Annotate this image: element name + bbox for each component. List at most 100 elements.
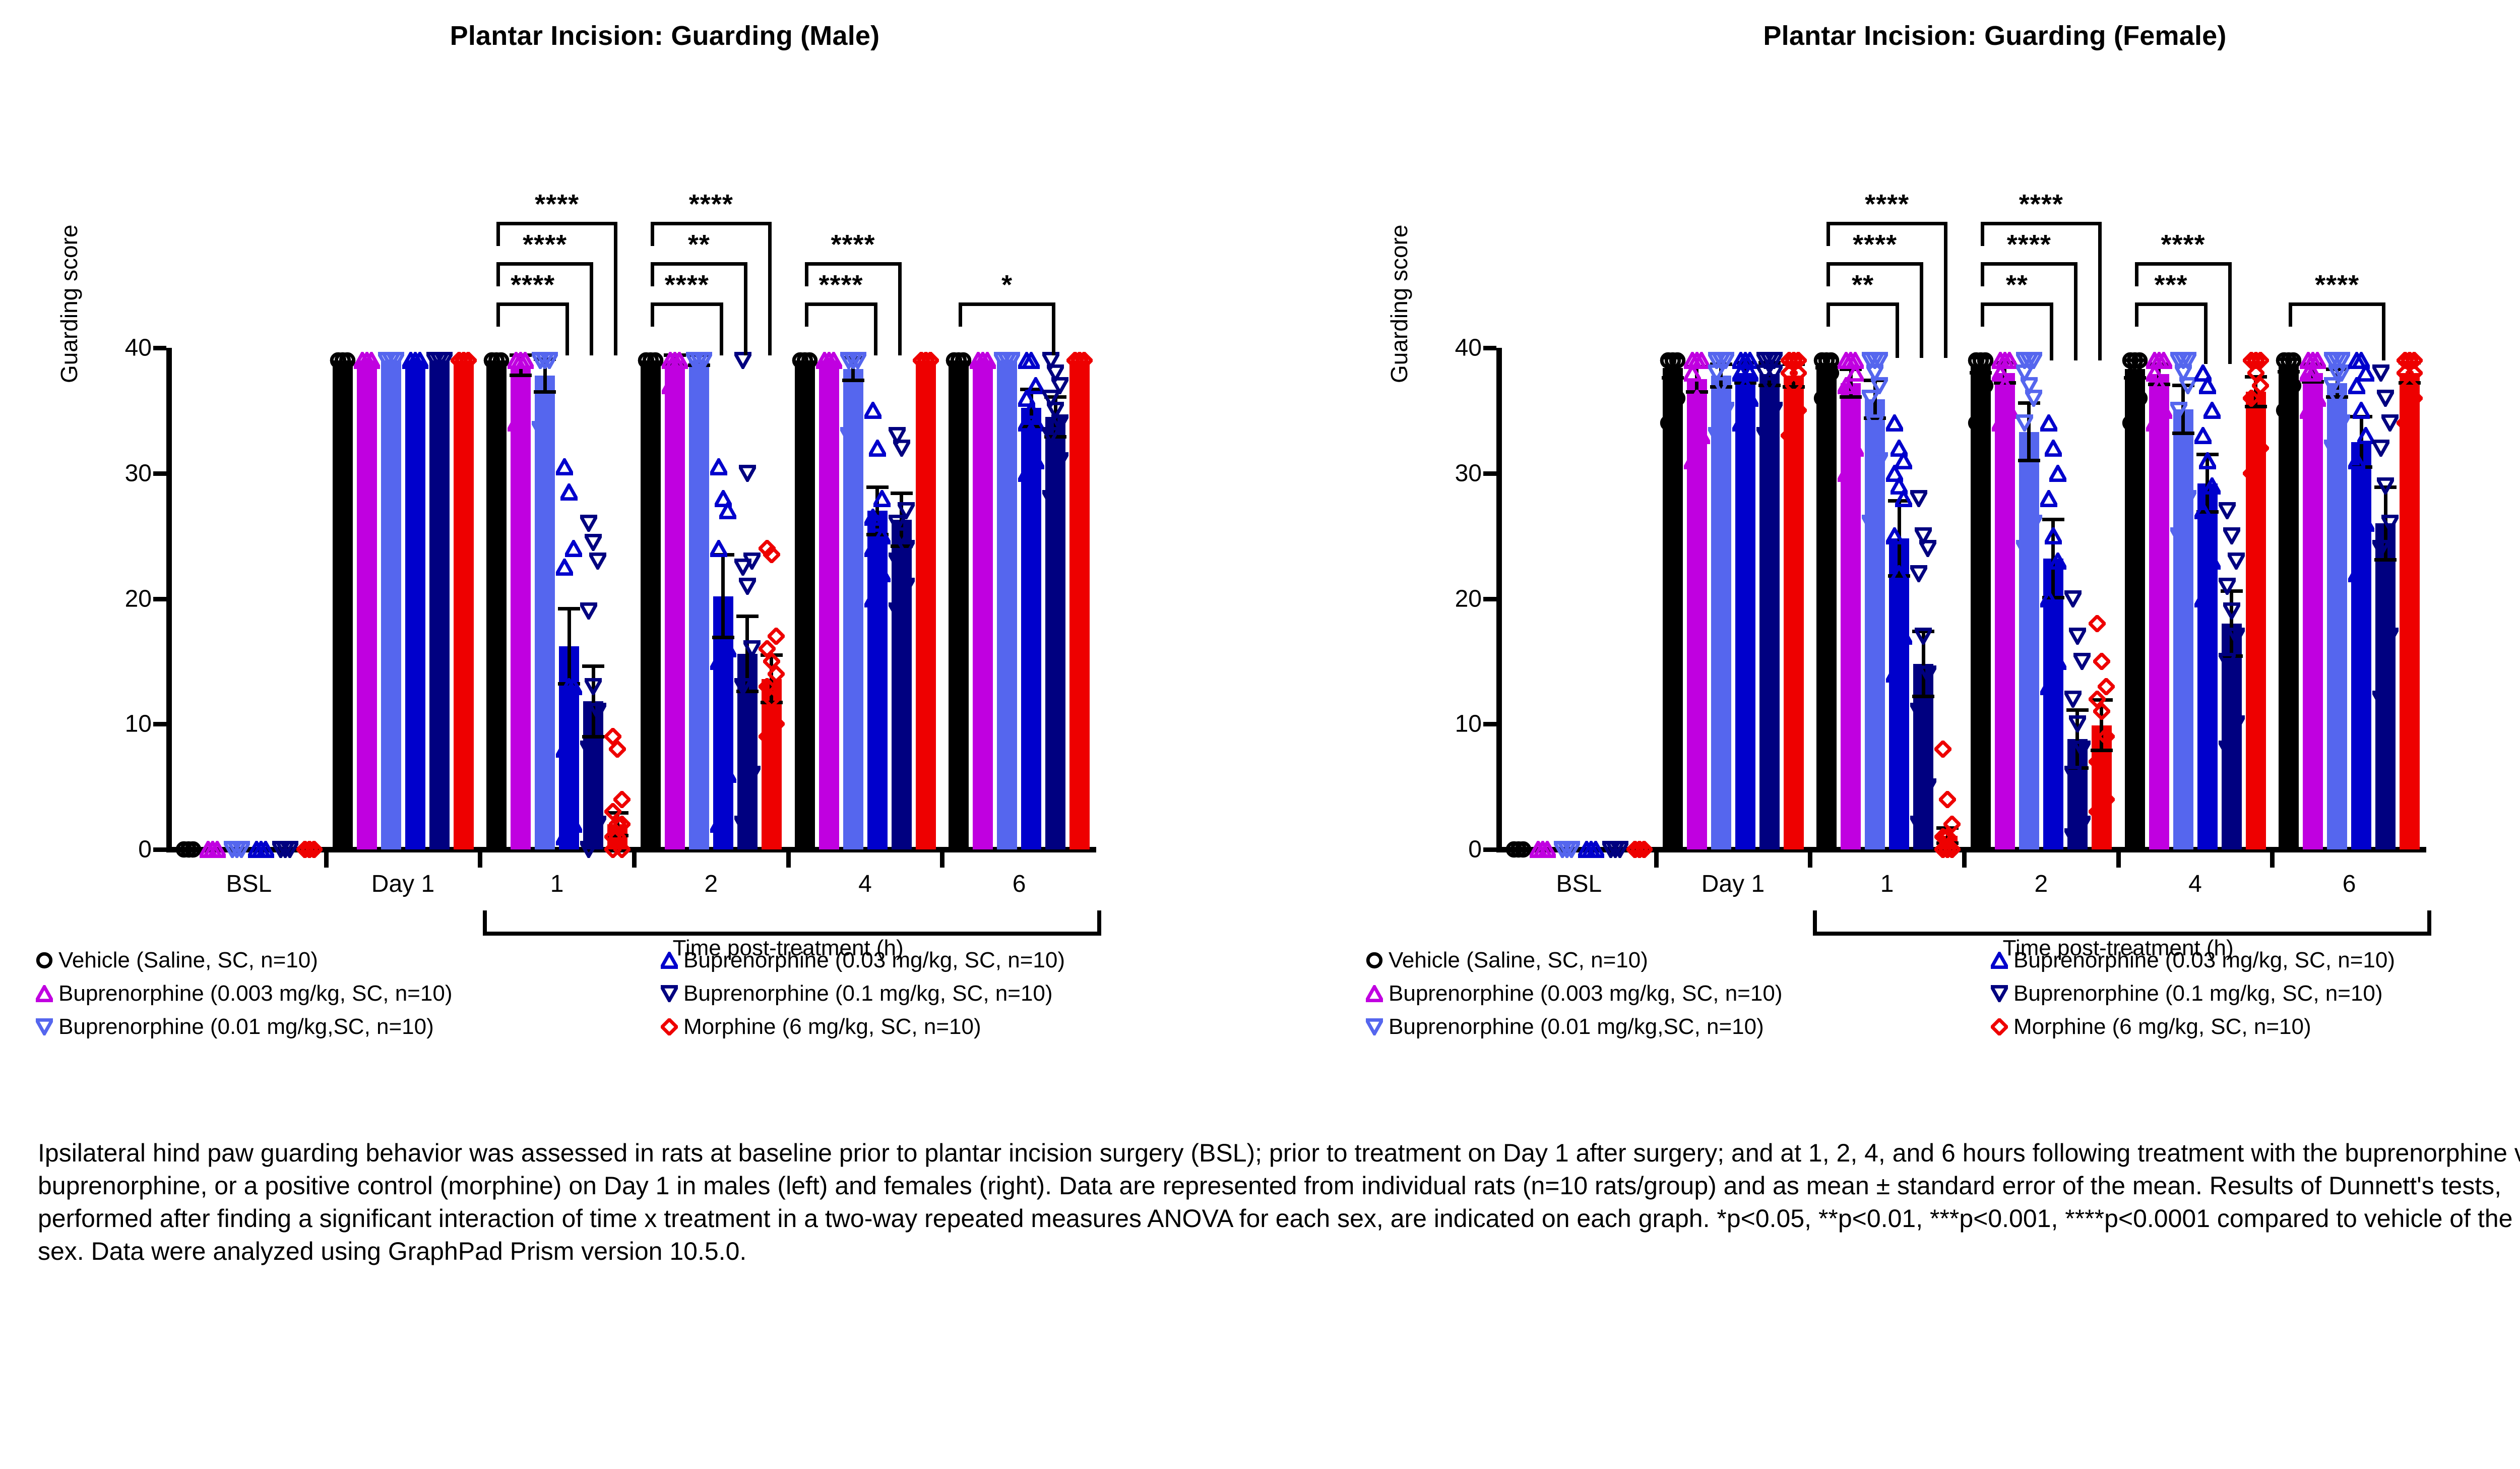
legend-item[interactable]: Buprenorphine (0.1 mg/kg, SC, n=10) — [1985, 981, 2520, 1006]
data-point — [1888, 438, 1910, 459]
data-point — [2071, 816, 2093, 835]
significance-stars: ** — [1852, 270, 1874, 300]
data-point — [1706, 364, 1727, 384]
bar — [453, 360, 474, 849]
data-point — [862, 538, 884, 560]
data-point — [2148, 375, 2170, 397]
bar — [1662, 368, 1683, 849]
data-point — [1893, 487, 1915, 510]
y-axis-tick — [1483, 346, 1496, 350]
y-axis-tick-label: 30 — [124, 460, 152, 487]
chart-panel-male: Plantar Incision: Guarding (Male) Guardi… — [0, 0, 1330, 1129]
significance-stars: **** — [2315, 270, 2360, 300]
data-point — [2168, 351, 2189, 372]
triangle-down-icon — [30, 1018, 58, 1035]
significance-bracket-right-tick — [1944, 222, 1948, 358]
legend-item[interactable]: Buprenorphine (0.01 mg/kg,SC, n=10) — [1360, 1014, 1985, 1039]
error-bar — [567, 608, 571, 684]
time-axis-bracket — [483, 910, 1101, 936]
legend-item[interactable]: Buprenorphine (0.003 mg/kg, SC, n=10) — [30, 981, 655, 1006]
significance-stars: **** — [1865, 189, 1910, 219]
error-bar — [2051, 519, 2055, 597]
data-point — [2047, 651, 2068, 672]
legend-item[interactable]: Vehicle (Saline, SC, n=10) — [1360, 948, 1985, 973]
data-point — [895, 540, 917, 560]
significance-bracket-right-tick — [565, 302, 570, 355]
data-point — [2370, 440, 2392, 459]
legend-item[interactable]: Morphine (6 mg/kg, SC, n=10) — [1985, 1014, 2520, 1039]
data-point — [1021, 425, 1042, 447]
data-point — [2196, 525, 2218, 547]
triangle-up-icon — [30, 985, 58, 1002]
data-point — [1069, 350, 1090, 372]
legend-item[interactable]: Buprenorphine (0.01 mg/kg,SC, n=10) — [30, 1014, 655, 1039]
legend-item[interactable]: Buprenorphine (0.03 mg/kg, SC, n=10) — [655, 948, 1280, 973]
time-axis-label: Time post-treatment (h) — [672, 936, 904, 960]
data-point — [1860, 351, 1881, 372]
y-axis-tick-label: 40 — [124, 334, 152, 361]
data-point — [732, 351, 753, 372]
error-bar-cap — [1993, 381, 2016, 385]
data-point — [1040, 427, 1062, 447]
data-point — [895, 577, 917, 597]
x-axis-tick-label: 2 — [2034, 871, 2048, 897]
significance-bracket-left-tick — [496, 262, 500, 286]
data-point — [554, 456, 576, 478]
significance-stars: **** — [2019, 189, 2063, 219]
x-axis-tick — [1808, 852, 1813, 868]
bar — [997, 360, 1018, 849]
error-bar-cap — [1864, 416, 1886, 420]
significance-bracket-left-tick — [650, 302, 654, 327]
legend-label: Buprenorphine (0.01 mg/kg,SC, n=10) — [58, 1014, 434, 1039]
data-point — [712, 676, 734, 698]
error-bar-cap — [842, 379, 864, 383]
legend-label: Vehicle (Saline, SC, n=10) — [1389, 948, 1648, 972]
data-point — [2018, 377, 2040, 397]
legend-item[interactable]: Buprenorphine (0.03 mg/kg, SC, n=10) — [1985, 948, 2520, 973]
data-point — [1840, 412, 1862, 434]
y-axis-tick-label: 20 — [1455, 585, 1482, 612]
bar — [1783, 375, 1804, 849]
data-point — [1908, 816, 1930, 835]
data-point — [578, 515, 600, 534]
legend-item[interactable]: Morphine (6 mg/kg, SC, n=10) — [655, 1014, 1280, 1039]
data-point — [866, 438, 888, 459]
y-axis-tick — [1483, 471, 1496, 476]
data-point — [757, 726, 777, 748]
data-point — [732, 678, 753, 698]
data-point — [2246, 363, 2265, 384]
legend-item[interactable]: Buprenorphine (0.003 mg/kg, SC, n=10) — [1360, 981, 1985, 1006]
error-bar — [519, 355, 523, 376]
data-point — [732, 559, 753, 578]
data-point — [554, 557, 576, 578]
significance-bracket — [2134, 262, 2232, 266]
data-point — [2201, 550, 2223, 572]
data-point — [866, 550, 888, 572]
data-point — [762, 545, 782, 566]
x-axis-tick-label: 1 — [550, 871, 564, 897]
data-point — [612, 789, 632, 811]
significance-bracket — [1980, 222, 2102, 225]
data-point — [197, 839, 219, 861]
data-point — [2038, 588, 2059, 610]
y-axis-tick-label: 0 — [1468, 836, 1482, 863]
error-bar — [851, 357, 855, 381]
legend-item[interactable]: Vehicle (Saline, SC, n=10) — [30, 948, 655, 973]
error-bar — [1719, 364, 1723, 387]
data-point — [2038, 412, 2059, 434]
legend-item[interactable]: Buprenorphine (0.1 mg/kg, SC, n=10) — [655, 981, 1280, 1006]
legend-label: Vehicle (Saline, SC, n=10) — [58, 948, 318, 972]
error-bar-cap — [558, 682, 581, 686]
x-axis-tick-label: BSL — [1556, 871, 1602, 897]
bar — [2400, 373, 2420, 849]
chart-title-female: Plantar Incision: Guarding (Female) — [1763, 21, 2227, 51]
data-point — [847, 351, 868, 372]
data-point — [638, 352, 655, 372]
data-point — [2322, 377, 2344, 397]
data-point — [2172, 440, 2194, 459]
data-point — [2168, 527, 2189, 547]
data-point — [2326, 389, 2348, 409]
data-point — [659, 375, 681, 397]
data-point — [1049, 452, 1071, 472]
bar — [1045, 416, 1066, 849]
